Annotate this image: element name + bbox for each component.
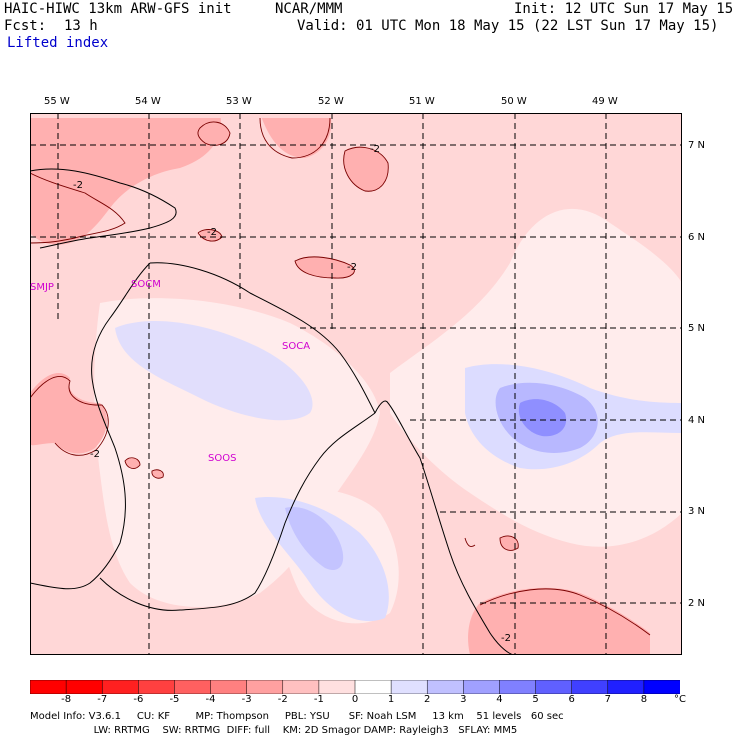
lon-label: 51 W <box>409 96 435 107</box>
positive-region <box>285 507 344 571</box>
model-info-line2: LW: RRTMG SW: RRTMG DIFF: full KM: 2D Sm… <box>30 725 518 736</box>
lat-label: 7 N <box>688 140 706 151</box>
negative-region <box>295 256 355 279</box>
lat-label: 2 N <box>688 598 706 609</box>
color-swatch <box>643 680 680 694</box>
color-swatch <box>210 680 248 694</box>
negative-region <box>197 121 230 146</box>
lon-label: 53 W <box>226 96 252 107</box>
color-swatch <box>607 680 645 694</box>
legend-tick-label: 4 <box>496 694 503 705</box>
legend-unit: °C <box>674 694 686 705</box>
negative-region <box>125 457 140 469</box>
lat-label: 4 N <box>688 415 706 426</box>
station-label: SOOS <box>208 453 237 464</box>
contour-label: -2 <box>347 262 357 273</box>
model-info-line1: Model Info: V3.6.1 CU: KF MP: Thompson P… <box>30 711 564 722</box>
fcst-value: 13 h <box>64 18 98 34</box>
color-swatch <box>390 680 428 694</box>
legend-tick-label: 8 <box>640 694 648 705</box>
lat-label: 3 N <box>688 506 706 517</box>
valid-time: Valid: 01 UTC Mon 18 May 15 (22 LST Sun … <box>297 18 719 34</box>
legend-tick-label: -2 <box>277 694 288 705</box>
positive-region <box>115 320 313 421</box>
color-swatch <box>30 680 67 694</box>
legend-tick-label: -1 <box>313 694 324 705</box>
color-swatch <box>138 680 176 694</box>
station-label: SMJP <box>30 282 54 293</box>
negative-region <box>500 536 519 551</box>
coastline <box>30 168 516 655</box>
station-label: SOCA <box>282 341 311 352</box>
contour-label: -2 <box>207 227 217 238</box>
color-swatch <box>65 680 103 694</box>
contour-lines <box>30 117 651 636</box>
contour-label: -2 <box>73 180 83 191</box>
legend-tick-label: -5 <box>169 694 180 705</box>
color-swatch <box>499 680 537 694</box>
lon-label: 54 W <box>135 96 161 107</box>
center-label: NCAR/MMM <box>275 1 343 17</box>
legend-tick-label: 7 <box>604 694 611 705</box>
negative-region <box>468 587 650 655</box>
station-label: SOCM <box>131 279 161 290</box>
legend-tick-label: 1 <box>387 694 395 705</box>
negative-region <box>260 113 332 158</box>
fcst-label: Fcst: <box>4 18 47 34</box>
legend-tick-label: 5 <box>532 694 539 705</box>
legend-tick-label: -4 <box>205 694 216 705</box>
model-title: HAIC-HIWC 13km ARW-GFS init <box>4 1 232 17</box>
positive-core <box>518 399 567 437</box>
color-scale-bar <box>30 680 680 694</box>
field-name: Lifted index <box>7 35 109 51</box>
lat-lon-grid <box>30 113 682 655</box>
contour-label: -2 <box>90 449 100 460</box>
color-swatch <box>282 680 320 694</box>
legend-tick-label: -6 <box>133 694 144 705</box>
contour-label: -2 <box>501 633 511 644</box>
negative-region <box>30 113 221 245</box>
negative-region <box>343 147 389 192</box>
lon-label: 50 W <box>501 96 527 107</box>
color-swatch <box>101 680 140 694</box>
negative-region <box>30 373 107 454</box>
lon-label: 52 W <box>318 96 344 107</box>
color-swatch <box>463 680 501 694</box>
negative-region <box>151 469 164 479</box>
color-swatch <box>426 680 465 694</box>
map-frame <box>30 113 682 655</box>
legend-tick-label: -7 <box>97 694 108 705</box>
legend-tick-label: -8 <box>61 694 72 705</box>
lon-label: 49 W <box>592 96 618 107</box>
legend-tick-label: 2 <box>424 694 431 705</box>
legend-tick-label: 3 <box>460 694 467 705</box>
color-swatch <box>354 680 392 694</box>
negative-region <box>200 229 222 242</box>
init-time: Init: 12 UTC Sun 17 May 15 <box>514 1 734 17</box>
lon-label: 55 W <box>44 96 70 107</box>
legend-tick-label: 0 <box>351 694 359 705</box>
color-swatch <box>174 680 212 694</box>
color-swatch <box>246 680 284 694</box>
color-swatch <box>571 680 609 694</box>
lat-label: 6 N <box>688 232 706 243</box>
lat-label: 5 N <box>688 323 706 334</box>
lifted-index-map <box>30 113 682 655</box>
color-swatch <box>318 680 356 694</box>
legend-tick-label: -3 <box>241 694 252 705</box>
color-swatch <box>535 680 573 694</box>
contour-label: -2 <box>370 144 380 155</box>
legend-tick-label: 6 <box>568 694 575 705</box>
